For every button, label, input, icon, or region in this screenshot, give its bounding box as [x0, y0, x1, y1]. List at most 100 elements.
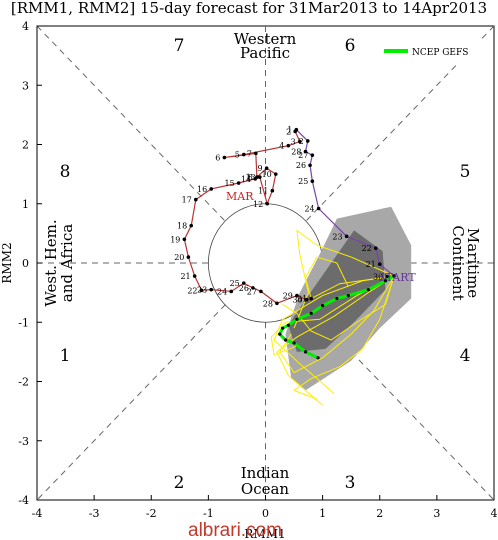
observed-day-label: 11 — [258, 187, 268, 196]
region-left-line1: West. Hem. — [42, 219, 60, 306]
observed-day-label: 2 — [299, 137, 304, 146]
ensemble-member-track — [282, 275, 395, 341]
region-bottom-line2: Ocean — [241, 480, 290, 498]
x-tick-label: 3 — [433, 507, 440, 520]
observed-day-label: 8 — [248, 173, 253, 182]
observed-track-april — [295, 129, 396, 278]
observed-day-label: 24 — [217, 287, 227, 296]
region-right-line1: Maritime — [464, 228, 482, 298]
observed-day-label: 19 — [170, 235, 180, 244]
observed-day-label: 5 — [235, 151, 240, 160]
y-tick-label: 0 — [22, 257, 29, 270]
observed-day-label: 27 — [298, 151, 308, 160]
observed-day-label: 3 — [291, 138, 296, 147]
observed-day-label: 29 — [283, 292, 293, 301]
legend-box — [375, 41, 489, 63]
observed-point — [294, 127, 299, 132]
observed-point — [377, 262, 382, 266]
observed-day-label: 24 — [304, 204, 314, 213]
observed-point — [209, 187, 214, 191]
ensemble-mean-point — [392, 274, 396, 278]
ensemble-mean-point — [346, 293, 350, 298]
observed-point — [253, 151, 258, 156]
y-tick-label: -2 — [18, 376, 29, 389]
observed-day-label: 20 — [174, 253, 184, 262]
ensemble-mean-point — [316, 356, 320, 360]
ensemble-member-track — [276, 275, 395, 406]
y-tick-label: -3 — [18, 435, 29, 448]
observed-point — [199, 288, 204, 293]
ensemble-mean-point — [283, 338, 288, 342]
y-tick-label: 1 — [22, 198, 29, 211]
observed-point — [241, 281, 246, 285]
observed-point — [310, 153, 315, 157]
phase-label-8: 8 — [60, 162, 71, 182]
observed-point — [222, 155, 227, 160]
y-axis-label: RMM2 — [0, 242, 14, 283]
observed-point — [295, 293, 299, 298]
observed-point — [259, 289, 263, 294]
observed-day-label: 15 — [224, 179, 234, 188]
x-tick-label: 1 — [319, 507, 326, 520]
observed-point — [265, 201, 270, 206]
observed-point — [373, 246, 378, 250]
observed-day-label: 22 — [362, 244, 372, 253]
observed-day-label: 21 — [366, 260, 376, 269]
observed-day-label: 4 — [279, 142, 284, 151]
observed-day-label: 26 — [296, 161, 306, 170]
observed-day-label: 27 — [247, 287, 257, 296]
region-top-line2: Pacific — [240, 44, 290, 62]
ensemble-mean-point — [383, 279, 388, 283]
ensemble-spread-inner — [288, 230, 386, 352]
phase-label-4: 4 — [460, 346, 471, 366]
region-top-line1: Western — [234, 30, 297, 48]
observed-point — [344, 234, 349, 239]
observed-point — [309, 296, 314, 301]
observed-day-label: 2 — [286, 127, 291, 136]
observed-point — [236, 181, 241, 185]
region-right-line2: Continent — [449, 225, 467, 300]
observed-point — [251, 286, 255, 290]
observed-point — [270, 188, 275, 193]
phase-divider-diagonal — [36, 304, 226, 501]
observed-point — [297, 139, 302, 144]
observed-day-label: 28 — [291, 148, 301, 157]
phase-label-5: 5 — [460, 162, 471, 182]
observed-day-label: 31 — [297, 295, 307, 304]
observed-day-label: 9 — [258, 164, 263, 173]
observed-point — [257, 175, 262, 179]
region-left-line2: and Africa — [58, 224, 76, 302]
ensemble-mean-point — [321, 304, 325, 308]
observed-point — [286, 143, 291, 148]
watermark: albrari.com — [188, 520, 282, 540]
month-label-mar: MAR — [226, 190, 254, 203]
x-tick-label: -3 — [89, 507, 100, 520]
x-tick-label: -4 — [32, 507, 43, 520]
observed-point — [253, 177, 258, 181]
observed-point — [229, 289, 234, 294]
observed-point — [310, 179, 315, 184]
phase-label-7: 7 — [174, 36, 185, 56]
observed-point — [264, 166, 269, 170]
observed-point — [209, 287, 214, 292]
y-tick-label: -4 — [18, 494, 29, 507]
observed-day-label: 25 — [230, 279, 240, 288]
observed-point — [194, 197, 198, 202]
observed-day-label: 10 — [262, 170, 272, 179]
ensemble-mean-point — [309, 311, 313, 315]
observed-day-label: 26 — [239, 284, 249, 293]
region-bottom-line1: Indian — [241, 464, 290, 482]
observed-day-label: 23 — [197, 286, 207, 295]
ensemble-member-track — [270, 275, 395, 356]
ensemble-mean-point — [286, 323, 290, 327]
x-tick-label: 0 — [262, 507, 269, 520]
observed-day-label: 13 — [246, 173, 256, 182]
observed-day-label: 22 — [187, 286, 197, 295]
observed-point — [273, 172, 278, 176]
legend-label-ncep-gefs: NCEP GEFS — [412, 48, 468, 58]
chart-title: [RMM1, RMM2] 15-day forecast for 31Mar20… — [11, 0, 487, 17]
y-tick-label: 2 — [22, 139, 29, 152]
observed-point — [241, 152, 246, 157]
ensemble-member-track — [304, 256, 395, 300]
